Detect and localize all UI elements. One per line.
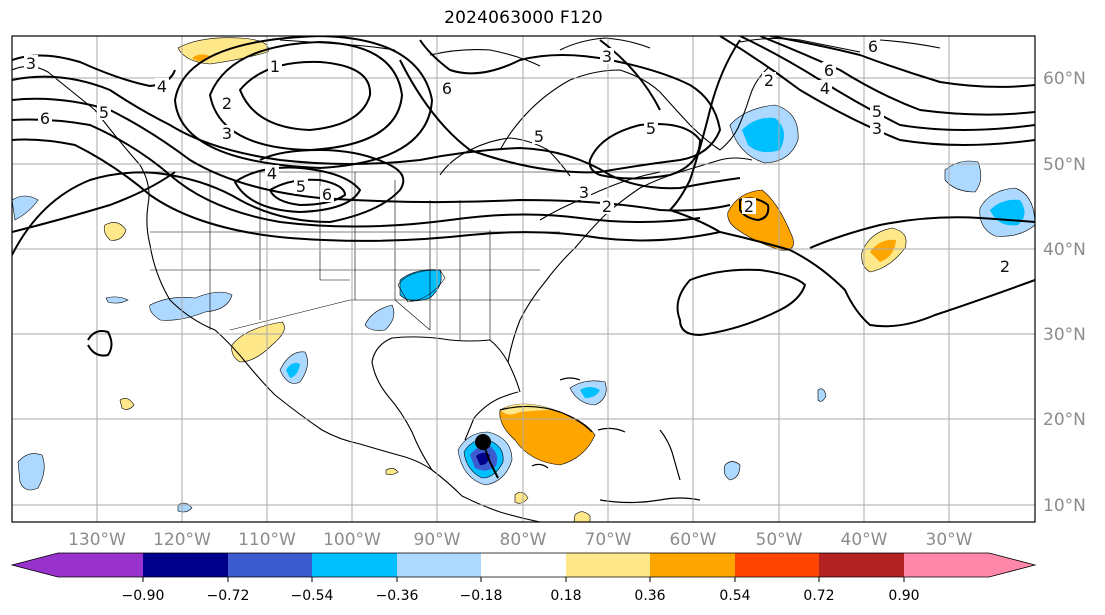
contour-label: 2 [1000, 257, 1010, 276]
colorbar-tick-label: −0.90 [122, 588, 165, 604]
contour-labels: 3 4 5 6 1 2 3 4 5 6 6 5 3 2 5 3 2 2 6 4 … [24, 37, 1012, 276]
lat-tick-label: 50°N [1043, 155, 1086, 175]
colorbar-tick-label: 0.54 [719, 588, 750, 604]
colorbar-extend-high [989, 553, 1035, 577]
map-frame [11, 35, 1036, 523]
colorbar-segment [397, 553, 481, 577]
contour-label: 6 [322, 185, 332, 204]
caribbean-islands [499, 377, 701, 504]
contour-label: 2 [744, 197, 754, 216]
colorbar-outline [10, 552, 1037, 578]
lon-tick-label: 120°W [153, 530, 211, 550]
contour-label: 1 [270, 57, 280, 76]
longitude-labels: 130°W 120°W 110°W 100°W 90°W 80°W 70°W 6… [68, 530, 973, 550]
lon-tick-label: 80°W [500, 530, 547, 550]
lon-tick-label: 100°W [323, 530, 381, 550]
storm-center-marker [475, 434, 491, 450]
colorbar-ticks [142, 577, 905, 582]
contour-label: 6 [442, 79, 452, 98]
contour-label: 3 [26, 54, 36, 73]
lat-tick-label: 60°N [1043, 69, 1086, 89]
contour-label: 5 [534, 127, 544, 146]
colorbar-tick-label: −0.36 [376, 588, 419, 604]
colorbar-tick-label: 0.36 [634, 588, 665, 604]
colorbar-segment [904, 553, 989, 577]
contour-label: 4 [267, 164, 277, 183]
colorbar-tick-label: 0.72 [803, 588, 834, 604]
lon-tick-label: 60°W [670, 530, 717, 550]
colorbar-tick-label: 0.90 [888, 588, 919, 604]
contour-label: 2 [222, 94, 232, 113]
coastlines [12, 37, 941, 522]
colorbar-segment [566, 553, 650, 577]
contour-label: 3 [222, 124, 232, 143]
colorbar-segment [481, 553, 566, 577]
contour-label: 6 [824, 61, 834, 80]
colorbar-segment [819, 553, 904, 577]
contour-label: 5 [646, 119, 656, 138]
contour-label: 2 [764, 71, 774, 90]
contour-label: 3 [872, 119, 882, 138]
contour-label: 3 [579, 183, 589, 202]
contour-label: 6 [868, 37, 878, 56]
contour-label: 6 [40, 109, 50, 128]
lon-tick-label: 90°W [414, 530, 461, 550]
colorbar-tick-label: −0.18 [460, 588, 503, 604]
lat-tick-label: 10°N [1043, 496, 1086, 516]
map-panel: 3 4 5 6 1 2 3 4 5 6 6 5 3 2 5 3 2 2 6 4 … [12, 36, 1035, 522]
contour-label: 2 [602, 197, 612, 216]
colorbar-segment [735, 553, 819, 577]
colorbar-segment [228, 553, 312, 577]
latitude-labels: 60°N 50°N 40°N 30°N 20°N 10°N [1043, 69, 1086, 516]
storm-track [475, 434, 499, 479]
colorbar-tick-labels: −0.90 −0.72 −0.54 −0.36 −0.18 0.18 0.36 … [122, 588, 920, 604]
lon-tick-label: 130°W [68, 530, 126, 550]
colorbar-tick-label: −0.72 [207, 588, 250, 604]
lat-tick-label: 40°N [1043, 240, 1086, 260]
contour-label: 3 [602, 47, 612, 66]
colorbar-segment [58, 553, 143, 577]
lon-tick-label: 40°W [841, 530, 888, 550]
contour-label: 4 [820, 79, 830, 98]
lat-tick-label: 20°N [1043, 410, 1086, 430]
map-title: 2024063000 F120 [444, 8, 603, 28]
lon-tick-label: 110°W [238, 530, 296, 550]
colorbar: −0.90 −0.72 −0.54 −0.36 −0.18 0.18 0.36 … [10, 552, 1037, 604]
state-borders [148, 171, 720, 340]
colorbar-segment [143, 553, 228, 577]
contour-lines [12, 36, 1035, 357]
lon-tick-label: 30°W [926, 530, 973, 550]
colorbar-tick-label: 0.18 [550, 588, 581, 604]
contour-label: 4 [157, 77, 167, 96]
contour-label: 5 [99, 103, 109, 122]
colorbar-segments [12, 553, 1035, 577]
contour-label: 5 [296, 177, 306, 196]
colorbar-segment [312, 553, 397, 577]
lat-tick-label: 30°N [1043, 325, 1086, 345]
lon-tick-label: 50°W [756, 530, 803, 550]
colorbar-tick-label: −0.54 [291, 588, 334, 604]
negative-anomaly-texas [149, 291, 233, 321]
colorbar-extend-low [12, 553, 58, 577]
lon-tick-label: 70°W [585, 530, 632, 550]
contour-label: 5 [872, 102, 882, 121]
colorbar-segment [650, 553, 735, 577]
